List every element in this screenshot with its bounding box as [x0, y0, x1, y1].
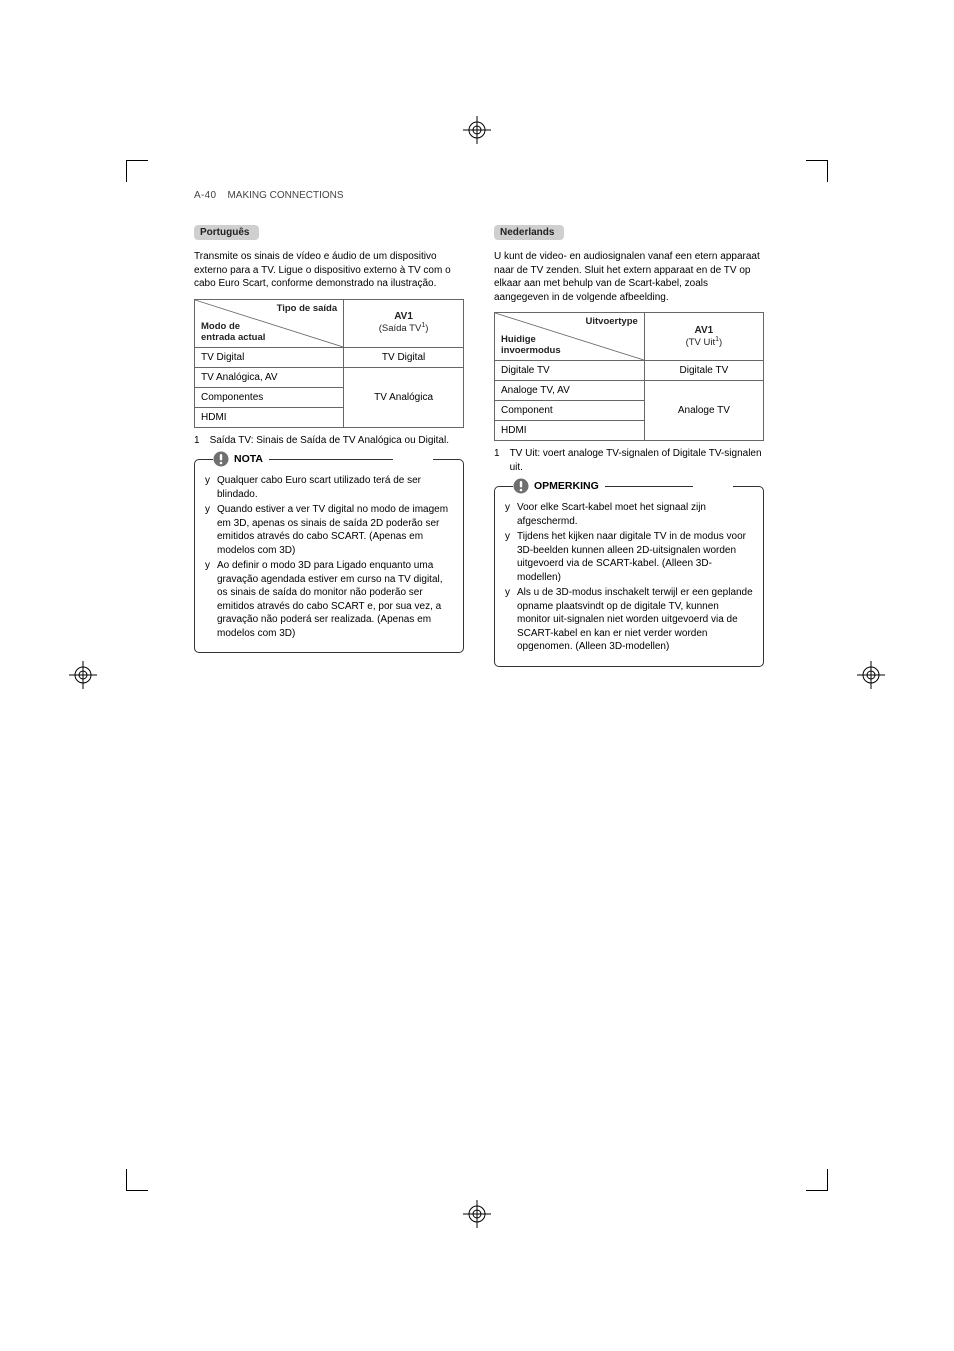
table-cell: TV Digital [344, 347, 464, 367]
footnote-pt: 1 Saída TV: Sinais de Saída de TV Analóg… [194, 434, 464, 448]
diag-label-top: Tipo de saída [277, 303, 338, 314]
table-cell: TV Digital [195, 347, 344, 367]
footnote-number: 1 [494, 447, 500, 474]
note-list: Qualquer cabo Euro scart utilizado terá … [205, 474, 453, 640]
note-title: NOTA [234, 453, 263, 465]
note-heading: OPMERKING [513, 478, 605, 494]
note-heading: NOTA [213, 451, 269, 467]
table-header-av1: AV1 (Saída TV1) [344, 299, 464, 347]
note-icon [513, 478, 529, 494]
output-table-nl: Uitvoertype Huidigeinvoermodus AV1 (TV U… [494, 312, 764, 441]
note-list: Voor elke Scart-kabel moet het signaal z… [505, 501, 753, 654]
footnote-text: Saída TV: Sinais de Saída de TV Analógic… [210, 434, 449, 448]
footnote-number: 1 [194, 434, 200, 448]
table-cell: Digitale TV [644, 361, 763, 381]
intro-text-pt: Transmite os sinais de vídeo e áudio de … [194, 250, 464, 291]
av1-sublabel: (Saída TV1) [350, 322, 457, 334]
table-cell: HDMI [195, 407, 344, 427]
table-cell: Analoge TV, AV [495, 381, 645, 401]
table-header-diagonal: Uitvoertype Huidigeinvoermodus [495, 313, 645, 361]
footnote-nl: 1 TV Uit: voert analoge TV-signalen of D… [494, 447, 764, 474]
note-box-nl: OPMERKING Voor elke Scart-kabel moet het… [494, 486, 764, 667]
av1-sublabel: (TV Uit1) [651, 336, 757, 348]
footnote-text: TV Uit: voert analoge TV-signalen of Dig… [510, 447, 764, 474]
column-right: Nederlands U kunt de video- en audiosign… [494, 225, 764, 667]
av1-label: AV1 [394, 311, 413, 322]
section-title: MAKING CONNECTIONS [227, 190, 343, 201]
diag-label-bottom: Modo deentrada actual [201, 322, 265, 344]
note-item: Tijdens het kijken naar digitale TV in d… [505, 530, 753, 584]
note-item: Voor elke Scart-kabel moet het signaal z… [505, 501, 753, 528]
language-pill-pt: Português [194, 225, 259, 240]
output-table-pt: Tipo de saída Modo deentrada actual AV1 … [194, 299, 464, 428]
language-pill-nl: Nederlands [494, 225, 564, 240]
table-cell: HDMI [495, 421, 645, 441]
registration-mark-left [69, 661, 97, 689]
diag-label-bottom: Huidigeinvoermodus [501, 335, 561, 357]
note-icon [213, 451, 229, 467]
page-content: A-40 MAKING CONNECTIONS Português Transm… [194, 190, 764, 667]
av1-label: AV1 [695, 325, 714, 336]
note-item: Als u de 3D-modus inschakelt terwijl er … [505, 586, 753, 654]
note-item: Qualquer cabo Euro scart utilizado terá … [205, 474, 453, 501]
table-header-diagonal: Tipo de saída Modo deentrada actual [195, 299, 344, 347]
note-box-pt: NOTA Qualquer cabo Euro scart utilizado … [194, 459, 464, 653]
note-title: OPMERKING [534, 480, 599, 492]
crop-mark [806, 160, 828, 182]
running-header: A-40 MAKING CONNECTIONS [194, 190, 764, 201]
table-cell: TV Analógica, AV [195, 367, 344, 387]
note-item: Quando estiver a ver TV digital no modo … [205, 503, 453, 557]
diag-label-top: Uitvoertype [586, 316, 638, 327]
table-cell-merged: Analoge TV [644, 381, 763, 441]
table-cell: Digitale TV [495, 361, 645, 381]
table-cell: Component [495, 401, 645, 421]
note-item: Ao definir o modo 3D para Ligado enquant… [205, 559, 453, 640]
table-cell-merged: TV Analógica [344, 367, 464, 427]
column-left: Português Transmite os sinais de vídeo e… [194, 225, 464, 667]
intro-text-nl: U kunt de video- en audiosignalen vanaf … [494, 250, 764, 304]
crop-mark [126, 1169, 148, 1191]
table-header-av1: AV1 (TV Uit1) [644, 313, 763, 361]
crop-mark [806, 1169, 828, 1191]
page-number: A-40 [194, 190, 216, 201]
registration-mark-bottom [463, 1200, 491, 1228]
registration-mark-top [463, 116, 491, 144]
table-cell: Componentes [195, 387, 344, 407]
crop-mark [126, 160, 148, 182]
registration-mark-right [857, 661, 885, 689]
